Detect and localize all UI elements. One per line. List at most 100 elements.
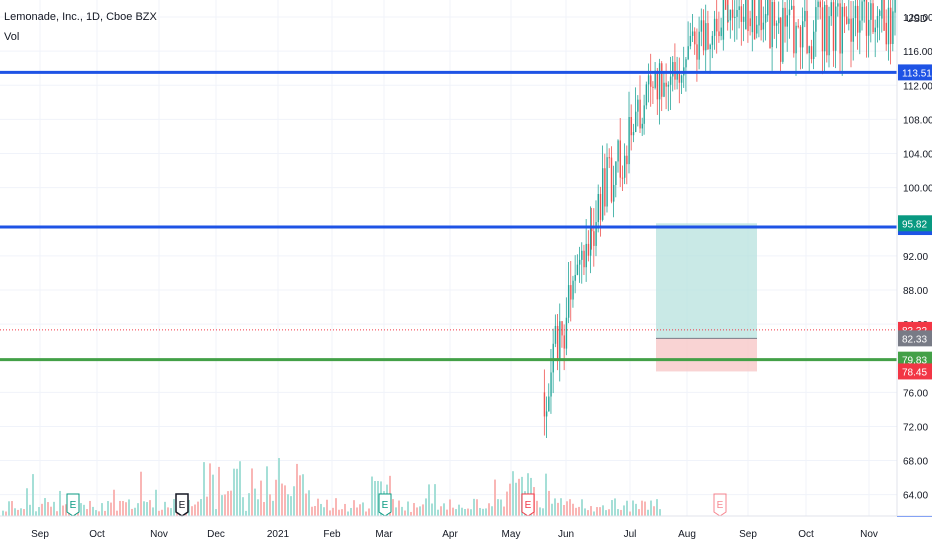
- volume-bar: [44, 498, 46, 516]
- earnings-marker-3[interactable]: E: [521, 493, 535, 517]
- candle-body: [630, 117, 632, 136]
- volume-bar: [29, 504, 31, 516]
- volume-bar: [467, 508, 469, 516]
- time-tick-label: Feb: [323, 529, 341, 540]
- candle-body: [626, 155, 628, 165]
- volume-bar: [416, 507, 418, 516]
- volume-bar: [626, 500, 628, 516]
- volume-bar: [311, 506, 313, 516]
- volume-bar: [119, 500, 121, 516]
- candle-body: [720, 27, 722, 37]
- candle-body: [589, 226, 592, 256]
- earnings-marker-4[interactable]: E: [713, 493, 727, 517]
- volume-bar: [434, 484, 436, 516]
- earnings-marker-2[interactable]: E: [378, 493, 392, 517]
- volume-bar: [296, 463, 298, 516]
- volume-bar: [254, 488, 256, 516]
- volume-bar: [128, 499, 130, 516]
- volume-bar: [41, 503, 43, 516]
- volume-bar: [233, 468, 235, 516]
- volume-bar: [266, 466, 268, 516]
- volume-bar: [578, 506, 580, 516]
- candle-body: [543, 392, 546, 417]
- volume-bar: [191, 506, 193, 516]
- candle-body: [813, 31, 815, 60]
- earnings-badge: [378, 493, 392, 517]
- candle-body: [667, 84, 670, 87]
- candle-body: [788, 9, 791, 16]
- volume-bar: [173, 499, 175, 516]
- price-tick-label: 104.00: [903, 150, 932, 161]
- axis-price-tag-6: [898, 363, 932, 380]
- volume-bar: [14, 508, 16, 516]
- volume-bar: [413, 503, 415, 516]
- candle-body: [793, 5, 795, 54]
- volume-bar: [308, 490, 310, 516]
- candle-body: [559, 321, 561, 361]
- candle-body: [749, 18, 751, 27]
- volume-bar: [455, 509, 457, 516]
- candle-body: [663, 82, 665, 97]
- volume-bar: [395, 507, 397, 516]
- volume-bar: [107, 501, 109, 516]
- earnings-marker-0[interactable]: E: [66, 493, 80, 517]
- candle-body: [713, 18, 716, 36]
- price-tick-label: 100.00: [903, 184, 932, 195]
- volume-bar: [47, 502, 49, 516]
- volume-bar: [164, 501, 166, 516]
- candle-body: [572, 280, 574, 300]
- time-tick-label: Oct: [798, 529, 814, 540]
- candle-body: [678, 72, 681, 83]
- candle-body: [550, 372, 552, 397]
- candle-body: [658, 63, 661, 100]
- volume-bar: [20, 508, 22, 516]
- volume-bar: [59, 490, 61, 516]
- volume-bar: [26, 488, 28, 516]
- earnings-badge: [66, 493, 80, 517]
- candle-body: [734, 16, 736, 18]
- candle-body: [696, 44, 698, 60]
- candle-body: [850, 18, 852, 42]
- candle-body: [854, 5, 857, 19]
- volume-bar: [512, 471, 514, 516]
- volume-bar: [587, 510, 589, 516]
- candle-body: [865, 0, 868, 36]
- time-tick-label: 2021: [267, 529, 290, 540]
- volume-bar: [572, 503, 574, 516]
- candle-body: [608, 157, 610, 159]
- volume-bar: [503, 506, 505, 516]
- candle-body: [613, 184, 615, 202]
- candle-body: [791, 5, 793, 10]
- candle-body: [837, 3, 839, 7]
- volume-bar: [638, 509, 640, 516]
- volume-bar: [65, 504, 67, 516]
- candle-body: [736, 9, 738, 17]
- volume-bar: [212, 474, 214, 516]
- candle-body: [784, 7, 786, 27]
- volume-bar: [116, 510, 118, 516]
- candle-body: [694, 31, 696, 45]
- candle-body: [852, 18, 854, 42]
- symbol-title: Lemonade, Inc., 1D, Cboe BZX: [4, 11, 157, 23]
- candle-body: [782, 7, 784, 62]
- candle-body: [661, 63, 663, 97]
- time-tick-label: Dec: [207, 529, 225, 540]
- candle-body: [727, 20, 729, 22]
- volume-bar: [575, 507, 577, 516]
- volume-bar: [635, 503, 637, 516]
- volume-bar: [350, 507, 352, 516]
- earnings-marker-1[interactable]: E: [175, 493, 189, 517]
- candle-body: [881, 0, 883, 19]
- volume-bar: [86, 509, 88, 516]
- volume-bar: [134, 507, 136, 516]
- volume-bar: [392, 499, 394, 516]
- axis-price-tag-0: [898, 64, 932, 81]
- volume-bar: [509, 483, 511, 516]
- volume-bar: [167, 507, 169, 516]
- candle-body: [810, 46, 813, 60]
- volume-bar: [440, 506, 442, 516]
